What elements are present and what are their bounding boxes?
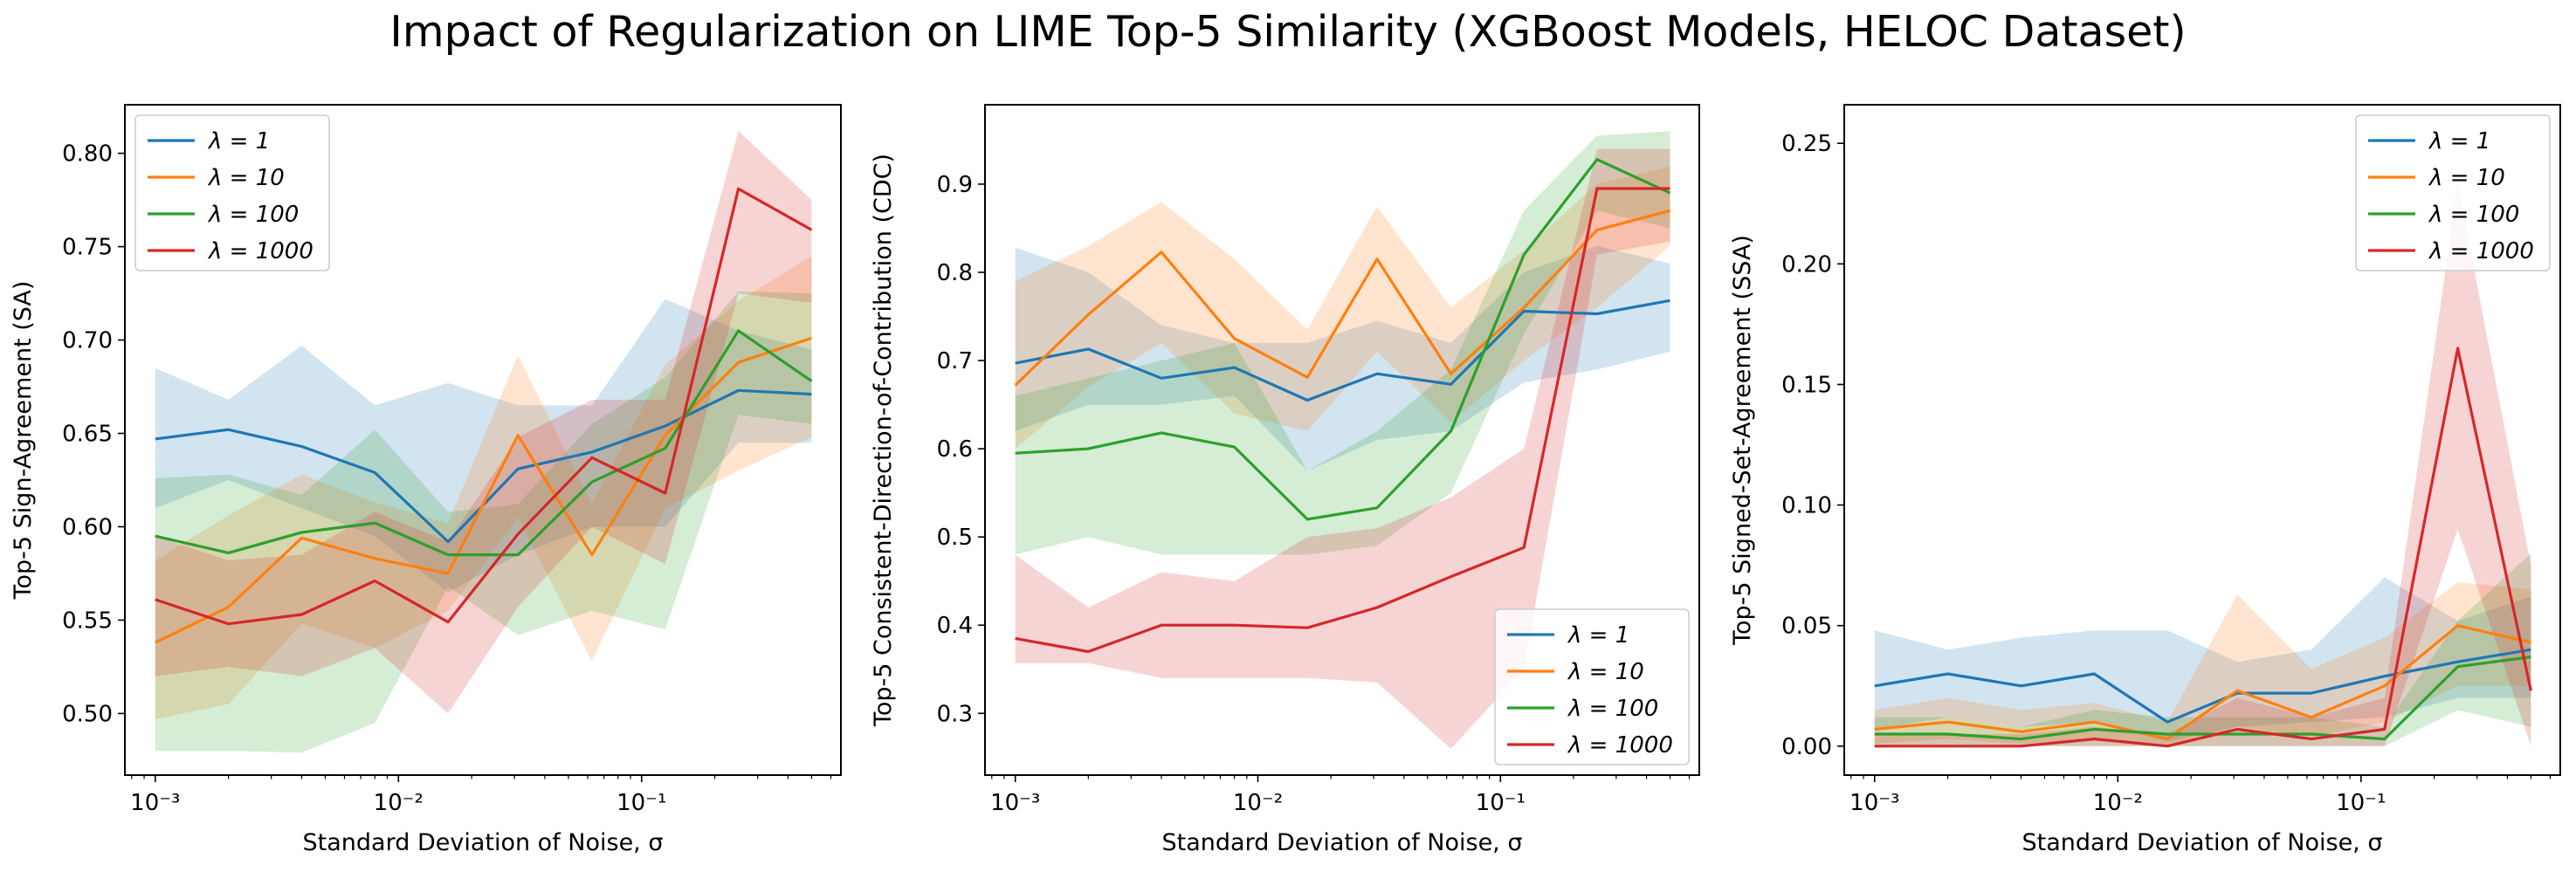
y-tick-label: 0.20 xyxy=(1781,251,1832,278)
y-tick-label: 0.15 xyxy=(1781,372,1832,398)
y-tick-label: 0.7 xyxy=(937,348,973,374)
series-line-lambda-10 xyxy=(1014,209,1670,387)
legend-label-lambda-10: λ = 10 xyxy=(2428,165,2505,191)
band-lambda-1 xyxy=(155,299,812,593)
axes-frame xyxy=(124,104,842,776)
band-lambda-1 xyxy=(1015,245,1670,471)
x-tick-label: 10⁻¹ xyxy=(616,790,666,816)
axes-frame xyxy=(1843,104,2561,776)
band-lambda-1 xyxy=(1874,577,2531,742)
series-line-lambda-1 xyxy=(1015,299,1670,402)
series-line-lambda-1 xyxy=(1874,648,2531,724)
y-tick-label: 0.4 xyxy=(937,613,973,639)
y-tick-label: 0.00 xyxy=(1781,734,1832,760)
legend: λ = 1 λ = 10 λ = 100 λ = 1000 xyxy=(2355,114,2551,271)
series-line-lambda-10 xyxy=(155,336,812,644)
legend-label-lambda-1: λ = 1 xyxy=(1567,622,1629,649)
y-tick-label: 0.6 xyxy=(937,436,973,463)
x-tick-label: 10⁻² xyxy=(374,790,424,816)
y-axis-label: Top-5 Sign-Agreement (SA) xyxy=(10,281,37,601)
x-tick-label: 10⁻³ xyxy=(130,790,180,816)
series-line-lambda-1000 xyxy=(155,187,813,626)
y-axis-label: Top-5 Signed-Set-Agreement (SSA) xyxy=(1729,235,1756,646)
band-lambda-100 xyxy=(1015,131,1670,555)
chart-panel-ssa: 0.00 0.05 0.10 0.15 0.20 0.25 10⁻³ 10⁻² 10⁻¹ Stan… xyxy=(1729,104,2561,856)
legend-box xyxy=(2355,114,2551,271)
figure-title: Impact of Regularization on LIME Top-5 S… xyxy=(389,7,2187,57)
y-tick-label: 0.60 xyxy=(62,514,113,540)
band-lambda-1000 xyxy=(1015,148,1670,749)
legend-label-lambda-100: λ = 100 xyxy=(207,202,299,228)
series-line-lambda-10 xyxy=(1874,624,2531,741)
chart-panel-cdc: 0.3 0.4 0.5 0.6 0.7 0.8 0.9 10⁻³ 10⁻² 10⁻¹ Standar… xyxy=(870,104,1700,856)
y-tick-label: 0.50 xyxy=(62,701,113,727)
legend-label-lambda-100: λ = 100 xyxy=(1567,696,1658,722)
y-axis-label: Top-5 Consistent-Direction-of-Contributi… xyxy=(870,154,897,727)
y-tick-label: 0.5 xyxy=(937,525,973,551)
band-lambda-10 xyxy=(1015,166,1670,450)
y-tick-label: 0.9 xyxy=(937,172,973,198)
x-tick-label: 10⁻¹ xyxy=(2336,790,2386,816)
band-lambda-100 xyxy=(155,291,812,753)
band-lambda-100 xyxy=(1874,553,2531,746)
y-tick-label: 0.8 xyxy=(937,260,973,286)
legend-label-lambda-10: λ = 10 xyxy=(1567,659,1644,685)
band-lambda-10 xyxy=(1874,582,2531,746)
x-axis-label: Standard Deviation of Noise, σ xyxy=(2022,829,2383,856)
legend-label-lambda-1000: λ = 1000 xyxy=(2428,238,2534,264)
series-line-lambda-100 xyxy=(1015,158,1671,521)
axes-frame xyxy=(984,104,1700,776)
legend: λ = 1 λ = 10 λ = 100 λ = 1000 xyxy=(134,114,330,271)
y-tick-label: 0.3 xyxy=(937,701,973,727)
legend-label-lambda-100: λ = 100 xyxy=(2428,202,2519,228)
band-lambda-1000 xyxy=(155,130,812,714)
band-lambda-10 xyxy=(155,256,812,719)
legend-label-lambda-1: λ = 1 xyxy=(207,128,270,154)
x-tick-label: 10⁻² xyxy=(1233,790,1283,816)
y-tick-label: 0.55 xyxy=(62,608,113,634)
series-line-lambda-100 xyxy=(155,329,813,557)
x-axis-label: Standard Deviation of Noise, σ xyxy=(303,829,664,856)
series-line-lambda-100 xyxy=(1874,656,2531,741)
legend-label-lambda-1000: λ = 1000 xyxy=(1567,732,1673,759)
chart-panel-sign-agreement: 0.50 0.55 0.60 0.65 0.70 0.75 0.80 10⁻³ 10⁻² 10⁻¹… xyxy=(10,104,842,856)
series-line-lambda-1000 xyxy=(1874,347,2532,748)
legend-box xyxy=(134,114,330,271)
y-tick-label: 0.75 xyxy=(62,235,113,261)
series-line-lambda-1000 xyxy=(1015,187,1670,654)
legend-label-lambda-10: λ = 10 xyxy=(207,165,285,191)
legend-box xyxy=(1494,608,1690,766)
y-tick-label: 0.25 xyxy=(1781,131,1832,157)
legend: λ = 1 λ = 10 λ = 100 λ = 1000 xyxy=(1494,608,1690,766)
x-tick-label: 10⁻¹ xyxy=(1476,790,1526,816)
x-tick-label: 10⁻² xyxy=(2093,790,2143,816)
legend-label-lambda-1: λ = 1 xyxy=(2428,128,2490,154)
legend-label-lambda-1000: λ = 1000 xyxy=(207,238,313,264)
y-tick-label: 0.70 xyxy=(62,328,113,354)
x-tick-label: 10⁻³ xyxy=(990,790,1040,816)
y-tick-label: 0.05 xyxy=(1781,614,1832,640)
y-tick-label: 0.10 xyxy=(1781,493,1832,519)
y-tick-label: 0.80 xyxy=(62,141,113,168)
x-axis-label: Standard Deviation of Noise, σ xyxy=(1162,829,1523,856)
y-tick-label: 0.65 xyxy=(62,422,113,448)
x-tick-label: 10⁻³ xyxy=(1849,790,1899,816)
